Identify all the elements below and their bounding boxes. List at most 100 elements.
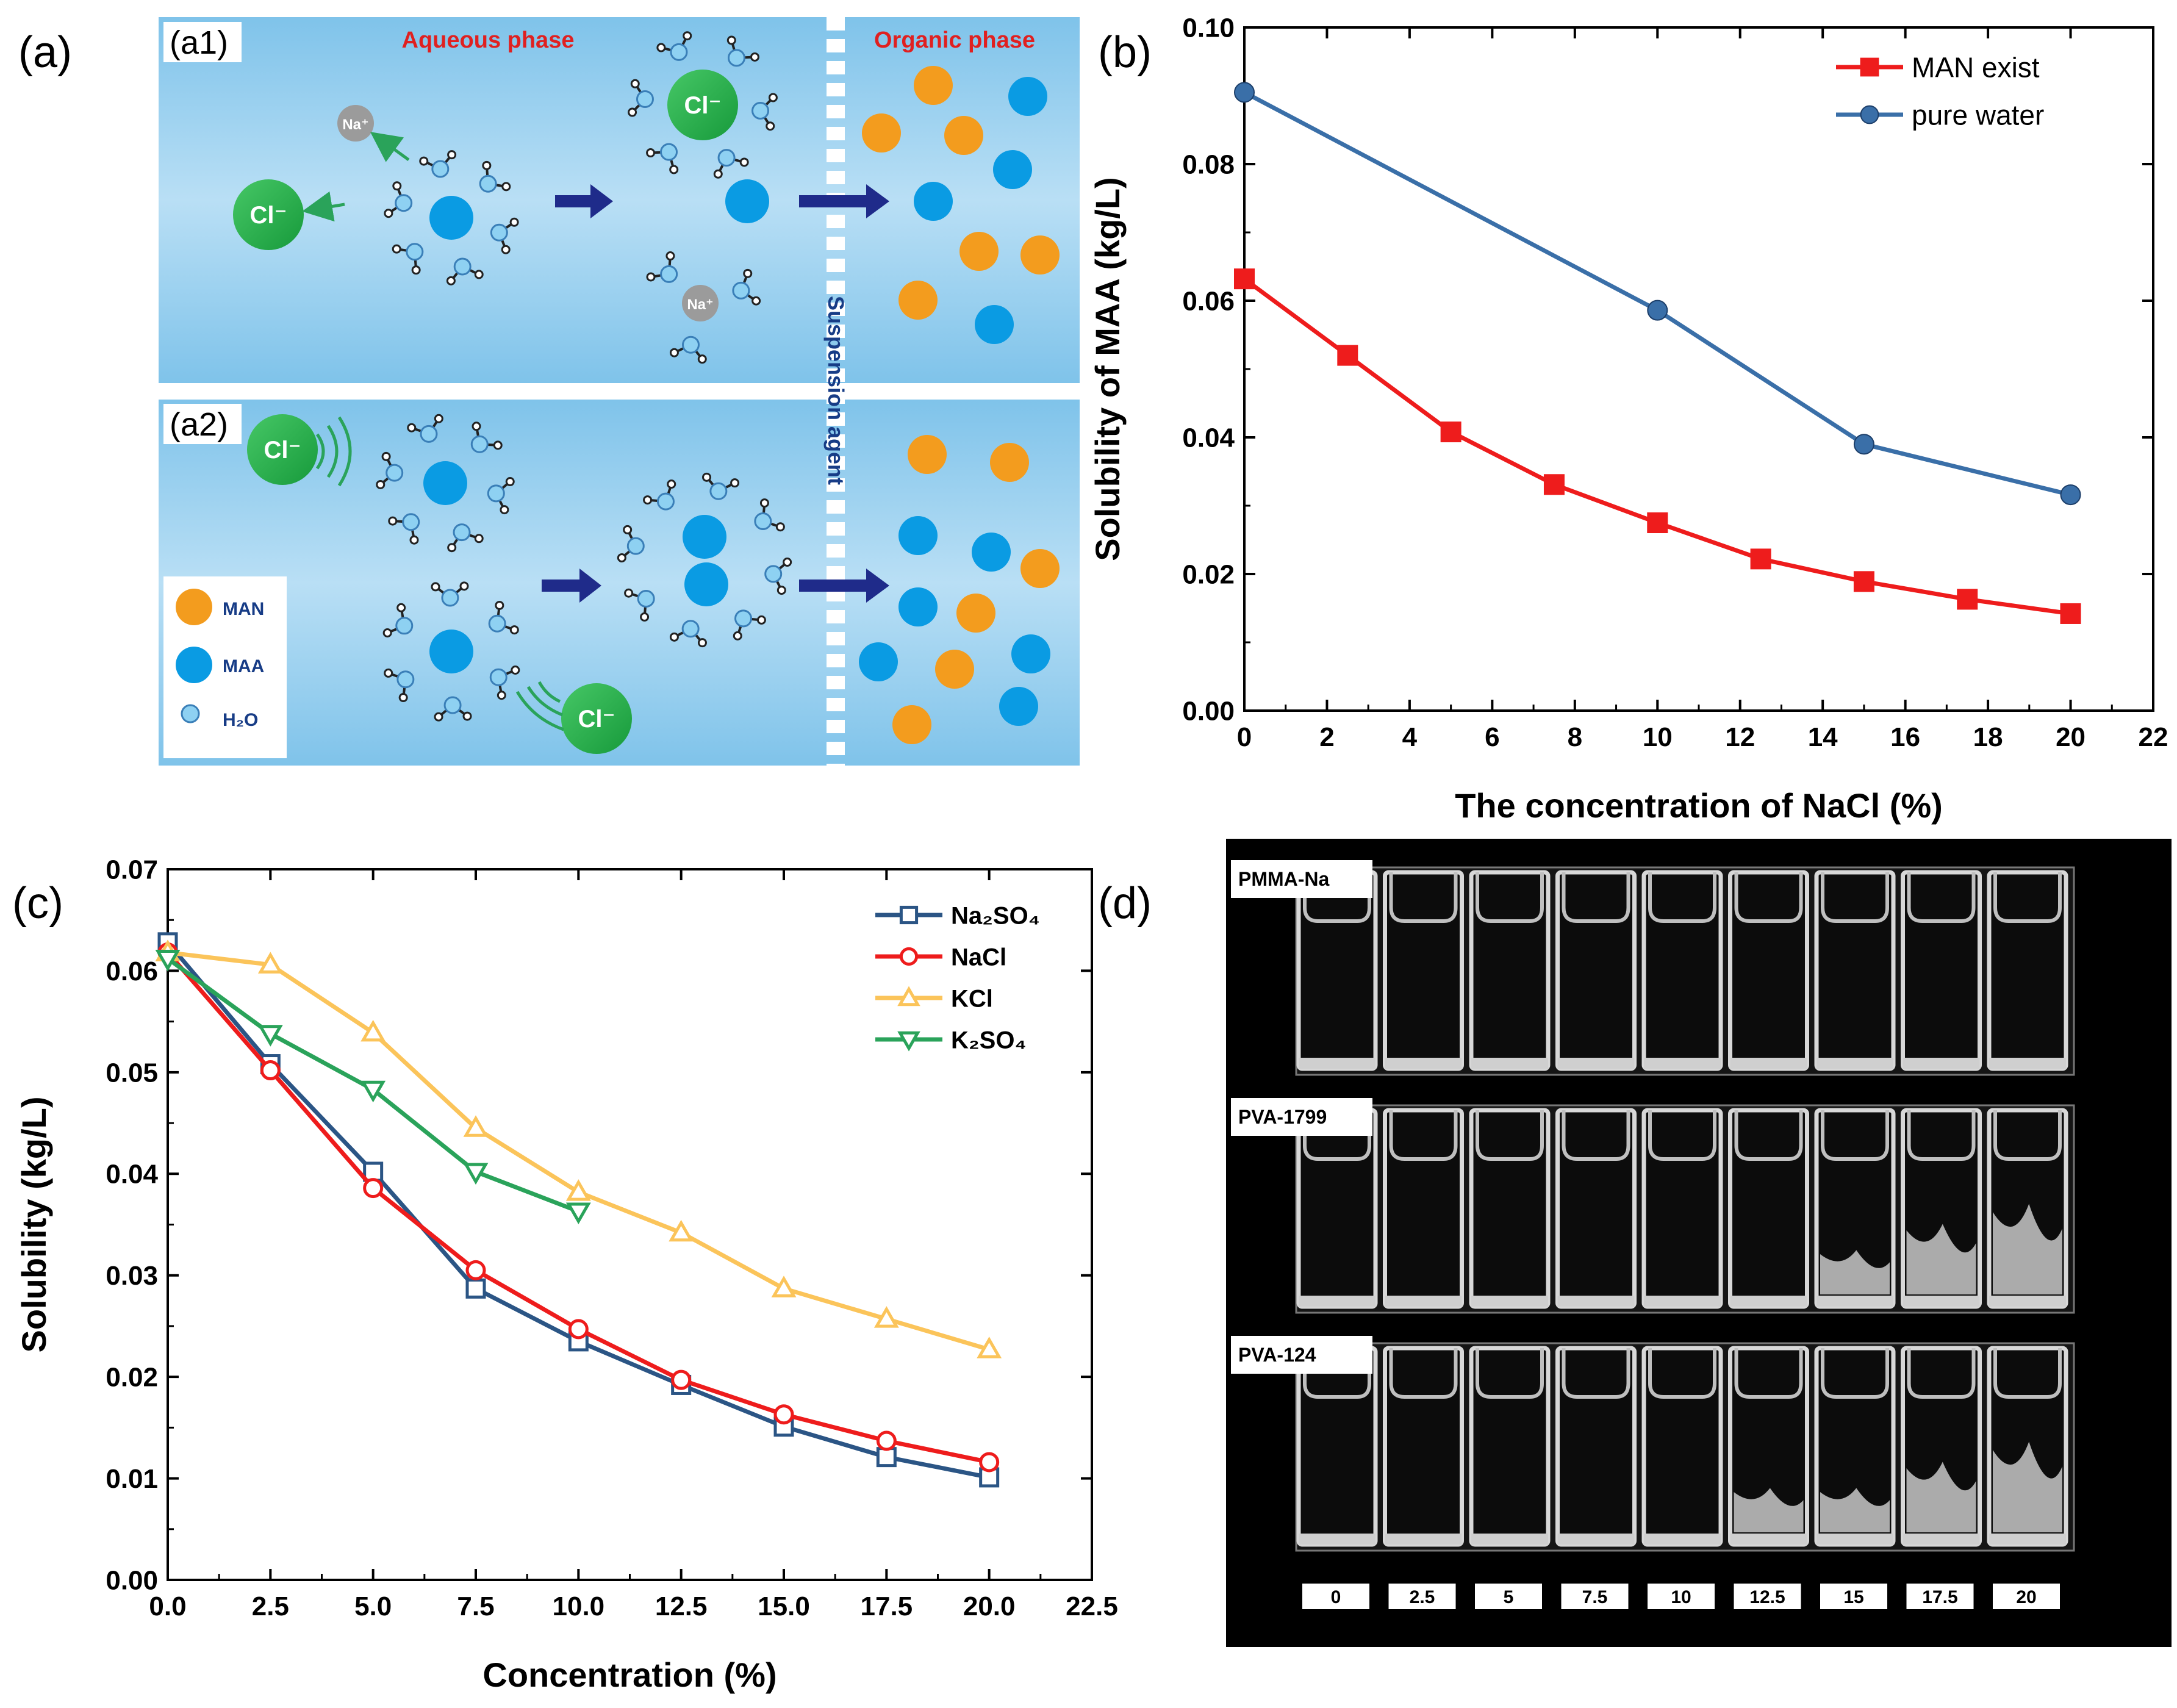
water-molecule	[764, 558, 792, 595]
cuvette-base	[1385, 1534, 1462, 1545]
cuvette-glass	[1641, 1108, 1723, 1309]
concentration-label: 2.5	[1388, 1584, 1456, 1609]
aqueous-phase-title: Aqueous phase	[402, 27, 575, 53]
legend-marker	[1860, 105, 1879, 124]
cuvette-base	[1557, 1296, 1635, 1307]
y-tick-label: 0.01	[106, 1464, 158, 1494]
series-line	[1243, 277, 2071, 616]
data-point	[463, 1115, 489, 1137]
row-label-box	[1231, 1336, 1372, 1374]
data-point	[977, 1337, 1002, 1358]
a2-label-box	[163, 404, 242, 444]
water-molecule	[628, 79, 654, 117]
cuvette	[1641, 870, 1723, 1071]
cuvette-base	[1817, 1058, 1893, 1069]
water-molecule	[431, 581, 469, 607]
svg-text:Cl⁻: Cl⁻	[684, 92, 721, 119]
man-molecule	[959, 232, 999, 271]
data-point	[1853, 434, 1874, 455]
cuvette-base	[1557, 1534, 1635, 1545]
chart-b: 0 2 4 6 8 10 12 14 16 18 20 22 0.00 0.02 0.04 0.06 0.08 0…	[1088, 13, 2168, 825]
cl-ion-a1-left: Cl⁻	[233, 179, 304, 250]
cuvette-meniscus	[1389, 872, 1458, 923]
cuvette-base	[1903, 1534, 1980, 1545]
water-molecule	[447, 523, 484, 553]
cuvette	[1728, 870, 1809, 1071]
y-tick-label: 0.08	[1182, 149, 1235, 179]
man-molecule	[1020, 235, 1060, 274]
concentration-label-text: 12.5	[1749, 1587, 1785, 1607]
man-molecule	[914, 66, 953, 105]
legend-man-icon	[176, 589, 212, 625]
cl-attraction-arrow	[302, 191, 345, 222]
water-molecule	[646, 251, 678, 283]
x-tick-label: 2.5	[252, 1591, 289, 1621]
legend-label: K₂SO₄	[951, 1027, 1027, 1053]
svg-text:Na⁺: Na⁺	[342, 117, 368, 133]
cuvette-meniscus	[1993, 872, 2062, 923]
row-label-box	[1231, 1098, 1372, 1136]
data-point	[257, 952, 283, 974]
cuvette-meniscus	[1562, 1348, 1630, 1399]
precipitate	[1820, 1488, 1890, 1532]
cuvette-glass	[1641, 1346, 1723, 1547]
y-axis-title: Solubility (kg/L)	[15, 1097, 53, 1353]
water-molecule	[490, 217, 519, 254]
cuvette-meniscus	[1648, 872, 1716, 923]
chart-c: 0.0 2.5 5.0 7.5 10.0 12.5 15.0 17.5 20.0 22.5 0.00…	[15, 855, 1118, 1694]
cuvette-glass	[1383, 1108, 1464, 1309]
cuvette	[1987, 1108, 2068, 1309]
cuvette	[1728, 1346, 1809, 1547]
arrow-a2-1	[542, 569, 601, 603]
arrow-a1-2	[799, 184, 889, 218]
cuvette	[1555, 1108, 1637, 1309]
concentration-label-text: 2.5	[1410, 1587, 1435, 1607]
concentration-label-text: 7.5	[1582, 1587, 1608, 1607]
cuvette-base	[1471, 1534, 1548, 1545]
maa-molecule	[898, 587, 938, 626]
data-point	[1647, 300, 1668, 321]
concentration-label-box	[1906, 1584, 1974, 1609]
precipitate	[1993, 1441, 2062, 1532]
cuvette-glass	[1469, 870, 1551, 1071]
cuvette-meniscus	[1562, 872, 1630, 923]
water-molecule	[407, 414, 443, 443]
precipitate	[1906, 1462, 1976, 1532]
concentration-label: 17.5	[1906, 1584, 1974, 1609]
panel-c: (c) 0.0 2.5 5.0 7.5 10.0 12.5 15.0 17.5 20.0 22.5…	[12, 855, 1118, 1694]
panel-a: (a) Suspension agent (a1) (a2) Aqueous p…	[18, 17, 1080, 766]
x-tick-label: 10.0	[553, 1591, 605, 1621]
na-ion-a1-hydrated: Na⁺	[682, 285, 719, 321]
water-molecule	[732, 268, 761, 306]
cuvette-base	[1730, 1534, 1807, 1545]
data-point	[1750, 548, 1771, 570]
cuvette-glass	[1901, 870, 1982, 1071]
y-tick-label: 0.04	[1182, 423, 1235, 453]
panel-d: (d) PMMA-Na PVA-1799 PVA-124 0 2.5 5 7.5 10 12.5…	[1098, 839, 2172, 1647]
x-tick-label: 18	[1973, 722, 2003, 752]
precipitate	[1734, 1488, 1804, 1532]
cuvette-glass	[1728, 1108, 1809, 1309]
arrow-a2-2	[799, 569, 889, 603]
cuvette	[1814, 1108, 1896, 1309]
cuvette-meniscus	[1734, 872, 1803, 923]
concentration-label: 0	[1302, 1584, 1369, 1609]
y-tick-label: 0.06	[1182, 286, 1235, 316]
x-tick-label: 10	[1643, 722, 1673, 752]
data-point	[671, 1369, 692, 1390]
cuvette-base	[1557, 1058, 1635, 1069]
concentration-label-text: 5	[1504, 1587, 1514, 1607]
y-tick-label: 0.05	[106, 1058, 158, 1088]
legend-label: MAN exist	[1912, 52, 2040, 84]
cuvette	[1987, 870, 2068, 1071]
water-molecule	[702, 472, 740, 500]
maa-molecule	[975, 305, 1014, 344]
cuvette	[1987, 1346, 2068, 1547]
cuvette-base	[1471, 1058, 1548, 1069]
water-molecule	[733, 609, 766, 640]
cuvette-meniscus	[1821, 1110, 1889, 1161]
x-tick-label: 15.0	[758, 1591, 810, 1621]
data-point	[360, 1080, 386, 1103]
water-molecule	[388, 513, 420, 545]
data-point	[565, 1202, 591, 1224]
